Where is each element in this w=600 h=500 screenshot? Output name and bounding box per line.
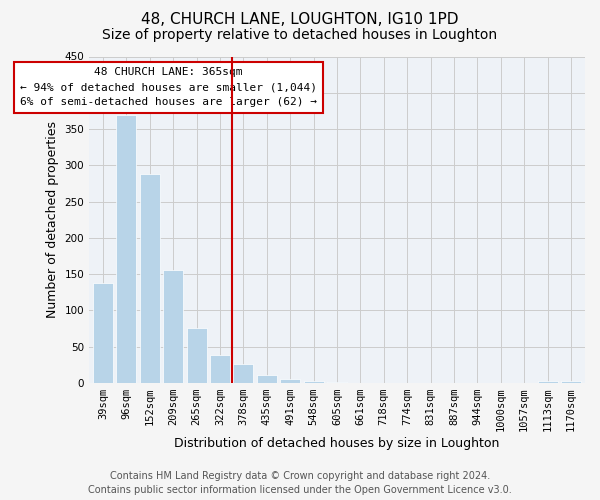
Bar — [280, 379, 300, 383]
X-axis label: Distribution of detached houses by size in Loughton: Distribution of detached houses by size … — [174, 437, 500, 450]
Bar — [116, 114, 136, 383]
Bar — [163, 270, 183, 383]
Y-axis label: Number of detached properties: Number of detached properties — [46, 121, 59, 318]
Text: 48, CHURCH LANE, LOUGHTON, IG10 1PD: 48, CHURCH LANE, LOUGHTON, IG10 1PD — [141, 12, 459, 28]
Bar — [93, 283, 113, 383]
Text: Contains HM Land Registry data © Crown copyright and database right 2024.
Contai: Contains HM Land Registry data © Crown c… — [88, 471, 512, 495]
Bar — [327, 382, 347, 383]
Bar — [561, 382, 581, 383]
Bar — [210, 354, 230, 383]
Bar — [233, 364, 253, 383]
Text: 48 CHURCH LANE: 365sqm
← 94% of detached houses are smaller (1,044)
6% of semi-d: 48 CHURCH LANE: 365sqm ← 94% of detached… — [20, 68, 317, 107]
Text: Size of property relative to detached houses in Loughton: Size of property relative to detached ho… — [103, 28, 497, 42]
Bar — [304, 382, 323, 383]
Bar — [140, 174, 160, 383]
Bar — [538, 382, 557, 383]
Bar — [257, 375, 277, 383]
Bar — [187, 328, 206, 383]
